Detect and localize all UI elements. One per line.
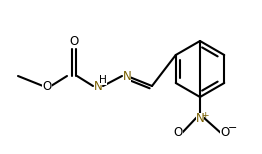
Text: N: N (196, 113, 204, 126)
Text: N: N (123, 69, 131, 83)
Text: N: N (94, 79, 102, 93)
Text: O: O (220, 126, 230, 138)
Text: O: O (173, 126, 183, 138)
Text: O: O (69, 34, 78, 47)
Text: +: + (201, 111, 209, 120)
Text: O: O (42, 79, 52, 93)
Text: H: H (99, 75, 107, 85)
Text: −: − (228, 123, 238, 133)
